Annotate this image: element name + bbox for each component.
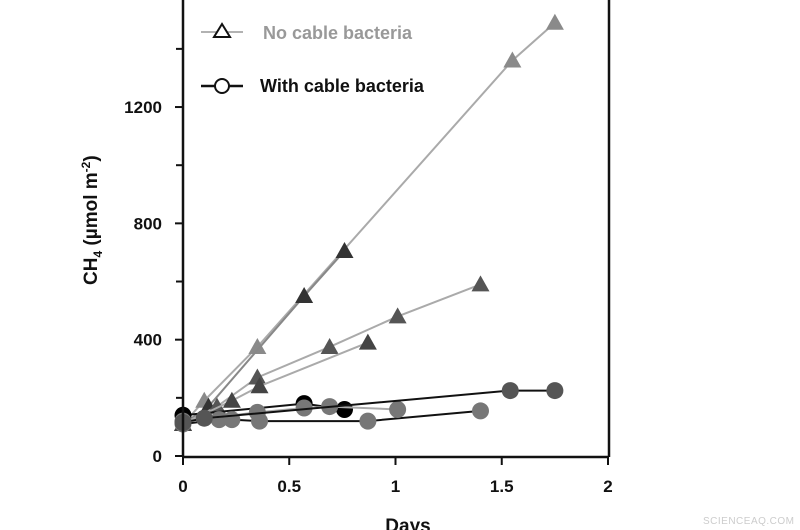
ticks: 0 0.5 1 1.5 2 0 400 800 1200	[124, 47, 613, 496]
triangle-point	[320, 337, 339, 354]
watermark: SCIENCEAQ.COM	[703, 516, 795, 527]
triangle-point	[335, 241, 354, 258]
series-line	[182, 389, 555, 424]
triangle-point	[503, 51, 522, 68]
circle-point	[546, 382, 564, 400]
circle-point	[295, 399, 313, 417]
x-tick-label: 0.5	[277, 477, 301, 496]
triangle-point	[248, 368, 267, 385]
circle-point	[501, 382, 519, 400]
triangle-point	[250, 377, 269, 394]
circle-point	[248, 403, 266, 421]
circle-point	[389, 400, 407, 418]
circle-point	[359, 412, 377, 430]
circle-point	[195, 409, 213, 427]
triangle-point	[248, 337, 267, 354]
y-tick-label: 400	[134, 331, 162, 350]
x-axis-title: Days	[385, 516, 430, 530]
triangle-marker-icon	[212, 22, 232, 38]
x-tick-label: 2	[603, 477, 612, 496]
series-line	[182, 250, 346, 425]
legend: No cable bacteria With cable bacteria	[201, 22, 425, 96]
y-axis-title: CH4 (µmol m-2)	[79, 155, 105, 285]
triangle-point	[471, 275, 490, 292]
circle-point	[472, 402, 489, 420]
legend-label-no-cable: No cable bacteria	[263, 23, 413, 43]
x-tick-label: 1	[391, 477, 400, 496]
y-tick-label: 800	[134, 214, 162, 233]
y-tick-label: 1200	[124, 98, 162, 117]
triangle-point	[358, 333, 377, 350]
triangle-point	[295, 287, 314, 304]
triangle-point	[388, 307, 407, 324]
legend-label-with-cable: With cable bacteria	[260, 76, 425, 96]
circle-marker-icon	[214, 78, 230, 94]
x-tick-label: 1.5	[490, 477, 514, 496]
circle-point	[336, 400, 353, 418]
x-tick-label: 0	[178, 477, 187, 496]
series-layer	[174, 13, 564, 433]
triangle-point	[222, 391, 241, 408]
triangle-point	[545, 13, 564, 30]
y-tick-label: 0	[153, 447, 162, 466]
